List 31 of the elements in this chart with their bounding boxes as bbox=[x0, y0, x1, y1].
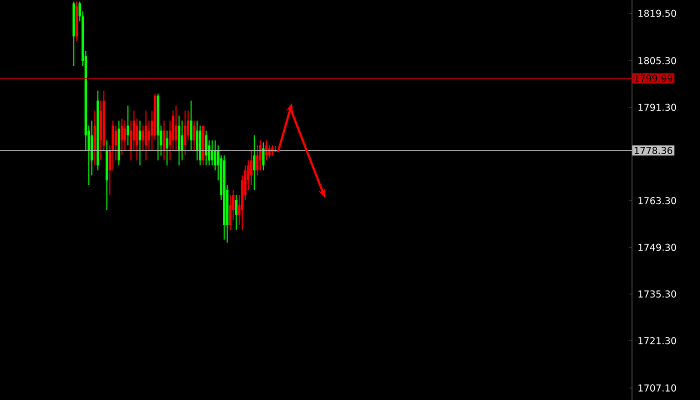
y-tick-label: 1805.30 bbox=[638, 57, 676, 64]
y-tick-label: 1791.30 bbox=[638, 104, 676, 111]
candlestick bbox=[256, 144, 259, 176]
candlestick bbox=[204, 130, 208, 166]
candlestick bbox=[265, 140, 268, 161]
y-tick-label: 1819.50 bbox=[638, 10, 676, 17]
candlestick bbox=[268, 144, 271, 159]
candlestick bbox=[190, 100, 192, 151]
y-tick-label: 1735.30 bbox=[638, 290, 676, 298]
candlestick bbox=[126, 105, 130, 146]
candlestick bbox=[214, 140, 216, 171]
candlestick bbox=[180, 120, 184, 161]
candlestick bbox=[114, 125, 118, 161]
candlestick bbox=[253, 134, 256, 190]
y-tick-label: 1763.30 bbox=[638, 197, 676, 204]
candlestick bbox=[196, 120, 198, 161]
candlestick bbox=[174, 105, 178, 151]
candlestick bbox=[235, 194, 238, 230]
y-tick-label: 1721.30 bbox=[638, 337, 676, 344]
y-tick-label: 1749.30 bbox=[638, 244, 676, 251]
ref-line-label: 1799.99 bbox=[634, 74, 672, 82]
candlestick bbox=[229, 194, 232, 230]
candlestick bbox=[262, 142, 265, 171]
candlestick bbox=[210, 140, 214, 166]
y-tick-label: 1707.10 bbox=[638, 384, 676, 392]
candlestick bbox=[124, 120, 126, 151]
ref-line-label: 1778.36 bbox=[634, 146, 672, 154]
candlestick bbox=[120, 118, 124, 156]
candlestick bbox=[138, 120, 142, 166]
candlestick bbox=[184, 110, 186, 156]
candlestick bbox=[192, 120, 196, 151]
